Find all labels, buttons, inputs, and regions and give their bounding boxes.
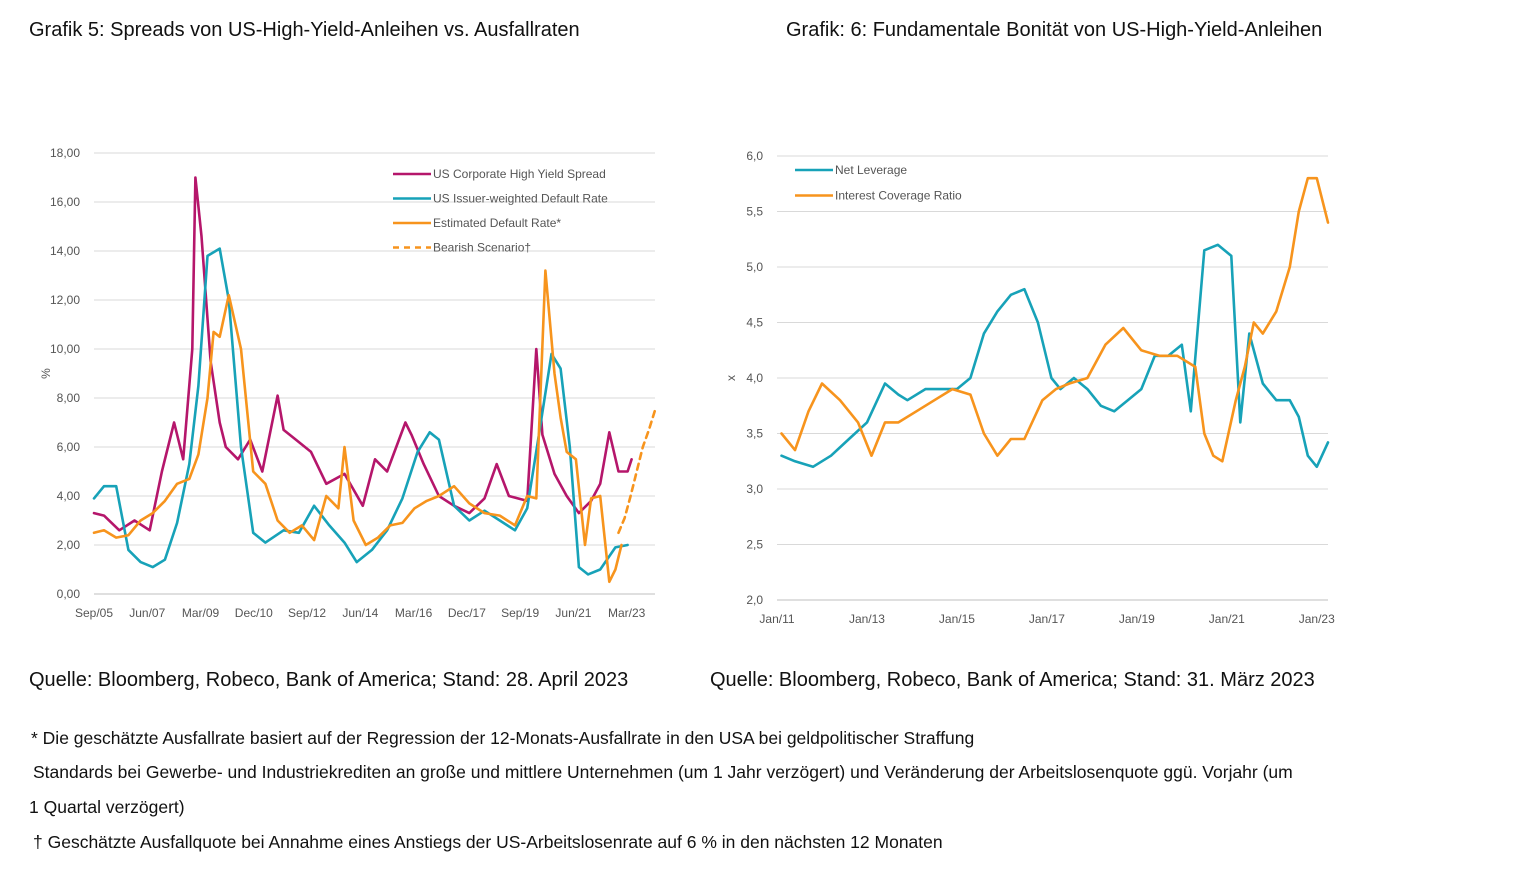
legend-label: US Issuer-weighted Default Rate [433, 192, 608, 206]
y-tick-label: 4,00 [57, 489, 81, 503]
legend-label: Net Leverage [835, 163, 907, 177]
footnote-estimated-default-rate: * Die geschätzte Ausfallrate basiert auf… [31, 728, 975, 748]
y-axis-label: x [724, 375, 738, 381]
y-tick-label: 6,00 [57, 440, 81, 454]
legend-label: Bearish Scenario† [433, 241, 531, 255]
x-tick-label: Dec/17 [448, 606, 486, 620]
y-tick-label: 4,0 [746, 371, 763, 385]
chart-5-title: Grafik 5: Spreads von US-High-Yield-Anle… [29, 19, 580, 41]
y-tick-label: 5,0 [746, 260, 763, 274]
y-tick-label: 10,00 [50, 342, 80, 356]
y-tick-label: 2,5 [746, 538, 763, 552]
y-tick-label: 12,00 [50, 293, 80, 307]
x-tick-label: Jan/15 [939, 612, 975, 626]
series-line-1-2 [92, 269, 623, 584]
x-tick-label: Mar/23 [608, 606, 646, 620]
x-tick-label: Jun/21 [555, 606, 591, 620]
series-line-2-0 [780, 243, 1330, 469]
x-tick-label: Dec/10 [235, 606, 273, 620]
x-tick-label: Sep/19 [501, 606, 539, 620]
y-tick-label: 18,00 [50, 146, 80, 160]
x-tick-label: Sep/05 [75, 606, 113, 620]
y-tick-label: 8,00 [57, 391, 81, 405]
y-tick-label: 16,00 [50, 195, 80, 209]
x-tick-label: Jan/23 [1299, 612, 1335, 626]
legend-label: Interest Coverage Ratio [835, 189, 962, 203]
footnote-continuation: Standards bei Gewerbe- und Industriekred… [33, 762, 1293, 782]
x-tick-label: Jan/13 [849, 612, 885, 626]
series-line-1-0 [92, 176, 633, 532]
chart-6-source: Quelle: Bloomberg, Robeco, Bank of Ameri… [710, 669, 1315, 691]
y-tick-label: 4,5 [746, 316, 763, 330]
y-tick-label: 14,00 [50, 244, 80, 258]
legend-label: US Corporate High Yield Spread [433, 167, 606, 181]
y-tick-label: 3,5 [746, 427, 763, 441]
footnote-continuation-end: 1 Quartal verzögert) [29, 797, 185, 817]
x-tick-label: Jan/11 [759, 612, 794, 626]
legend-label: Estimated Default Rate* [433, 216, 561, 230]
x-tick-label: Jun/14 [342, 606, 378, 620]
chart-5-spreads-vs-default-rates: 0,00 2,00 4,00 6,00 8,00 10,00 12,00 14,00 16,00… [39, 146, 657, 620]
x-tick-label: Jan/17 [1029, 612, 1065, 626]
y-tick-label: 2,0 [746, 593, 763, 607]
x-tick-label: Jan/19 [1119, 612, 1155, 626]
y-tick-label: 5,5 [746, 205, 763, 219]
y-tick-label: 2,00 [57, 538, 81, 552]
y-tick-label: 0,00 [57, 587, 81, 601]
y-axis-label: % [39, 368, 53, 379]
series-line-2-1 [780, 176, 1330, 463]
chart-6-credit-fundamentals: 2,0 2,5 3,0 3,5 4,0 4,5 5,0 5,5 6,0 Jan/11 Jan/13 J… [724, 149, 1335, 626]
y-tick-label: 6,0 [746, 149, 763, 163]
x-tick-label: Jun/07 [129, 606, 165, 620]
footnote-bearish-scenario: † Geschätzte Ausfallquote bei Annahme ei… [33, 832, 943, 852]
x-tick-label: Sep/12 [288, 606, 326, 620]
x-tick-label: Mar/16 [395, 606, 433, 620]
chart-5-source: Quelle: Bloomberg, Robeco, Bank of Ameri… [29, 669, 629, 691]
series-line-1-3 [617, 408, 657, 535]
x-tick-label: Jan/21 [1209, 612, 1245, 626]
chart-6-title: Grafik: 6: Fundamentale Bonität von US-H… [786, 19, 1323, 41]
y-tick-label: 3,0 [746, 482, 763, 496]
x-tick-label: Mar/09 [182, 606, 220, 620]
